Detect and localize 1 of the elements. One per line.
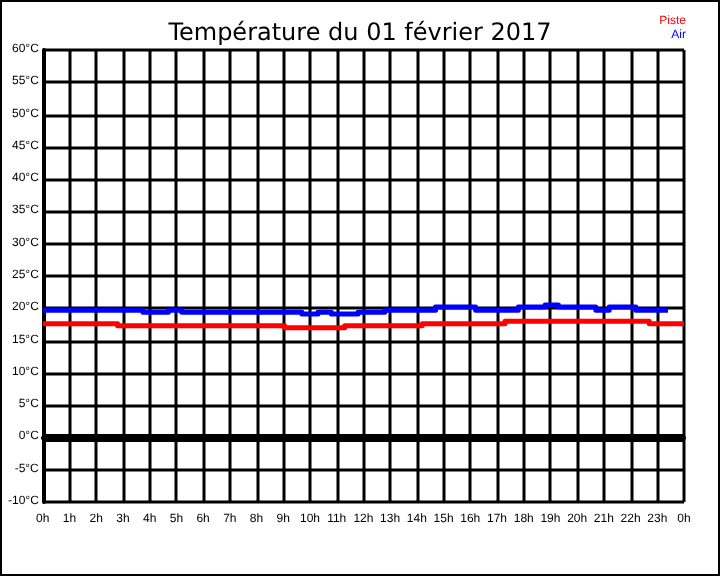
- chart-title: Température du 01 février 2017: [166, 18, 552, 46]
